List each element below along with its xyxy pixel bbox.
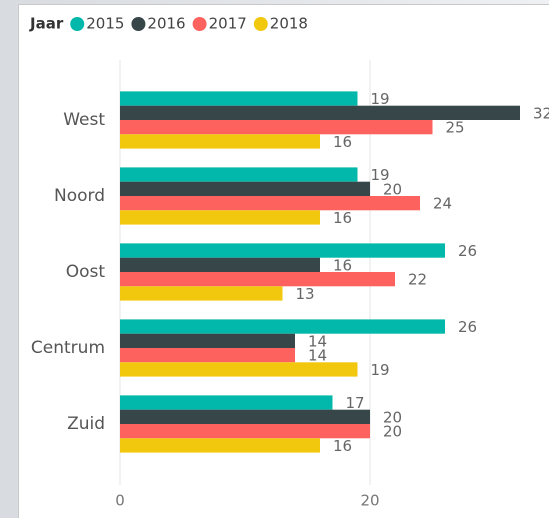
data-label: 20	[383, 423, 402, 441]
data-label: 16	[333, 256, 352, 274]
x-tick-label: 20	[360, 492, 379, 510]
bar	[120, 258, 320, 272]
legend-swatch	[131, 17, 145, 31]
bar	[120, 410, 370, 424]
bar	[120, 362, 358, 376]
category-label: Centrum	[31, 338, 105, 358]
data-label: 13	[296, 285, 315, 303]
legend-title: Jaar	[29, 15, 64, 33]
bar	[120, 243, 445, 257]
data-label: 19	[371, 90, 390, 108]
category-label: West	[63, 110, 105, 130]
bar	[120, 286, 283, 300]
bar	[120, 120, 433, 134]
legend-swatch	[254, 17, 268, 31]
data-label: 32	[533, 104, 549, 122]
category-label: Noord	[54, 186, 105, 206]
legend-label: 2018	[270, 15, 308, 33]
x-tick-label: 0	[115, 492, 125, 510]
bar	[120, 334, 295, 348]
category-label: Zuid	[67, 414, 105, 434]
legend-label: 2015	[86, 15, 124, 33]
bar	[120, 134, 320, 148]
bar	[120, 319, 445, 333]
data-label: 16	[333, 209, 352, 227]
data-label: 24	[433, 195, 452, 213]
legend-label: 2017	[209, 15, 247, 33]
bar	[120, 210, 320, 224]
bar	[120, 395, 333, 409]
data-label: 26	[458, 318, 477, 336]
bar	[120, 348, 295, 362]
bar	[120, 196, 420, 210]
bar	[120, 438, 320, 452]
bar	[120, 91, 358, 105]
bar	[120, 272, 395, 286]
category-label: Oost	[66, 262, 106, 282]
data-label: 20	[383, 180, 402, 198]
legend-swatch	[70, 17, 84, 31]
data-label: 25	[446, 119, 465, 137]
data-label: 22	[408, 271, 427, 289]
data-label: 16	[333, 437, 352, 455]
data-label: 17	[346, 394, 365, 412]
data-label: 26	[458, 242, 477, 260]
data-label: 14	[308, 347, 327, 365]
data-label: 19	[371, 361, 390, 379]
bar	[120, 167, 358, 181]
bar	[120, 182, 370, 196]
legend-label: 2016	[147, 15, 185, 33]
legend-swatch	[193, 17, 207, 31]
data-label: 16	[333, 133, 352, 151]
